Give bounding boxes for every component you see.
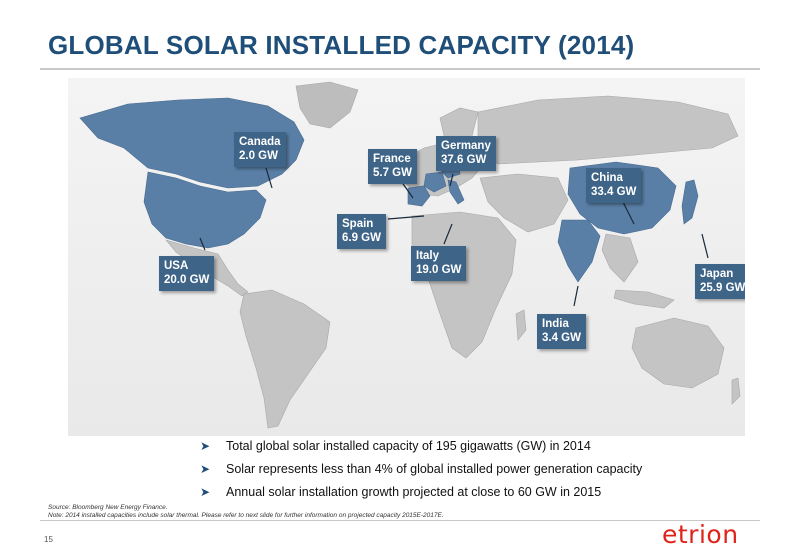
russia-shape [477, 95, 739, 165]
callout-spain: Spain 6.9 GW [337, 214, 386, 249]
callout-india: India 3.4 GW [537, 314, 586, 349]
arrow-bullet-icon: ➤ [200, 462, 211, 476]
callout-germany-country: Germany [441, 140, 491, 152]
france-shape [423, 171, 447, 193]
bullet-text: Annual solar installation growth project… [226, 485, 602, 499]
india-pointer [573, 285, 579, 307]
callout-china-capacity: 33.4 GW [591, 186, 637, 198]
south-america-shape [239, 289, 331, 429]
callout-usa-country: USA [164, 260, 189, 272]
callout-germany: Germany 37.6 GW [436, 136, 496, 171]
callout-spain-capacity: 6.9 GW [342, 232, 381, 244]
indonesia-shape [613, 289, 675, 309]
callout-japan-country: Japan [700, 268, 734, 280]
callout-japan-capacity: 25.9 GW [700, 282, 745, 294]
madagascar-shape [515, 309, 527, 341]
india-shape [557, 219, 601, 283]
callout-germany-capacity: 37.6 GW [441, 154, 487, 166]
middle-east-shape [479, 173, 569, 233]
callout-canada: Canada 2.0 GW [234, 132, 286, 167]
japan-shape [681, 179, 699, 225]
bullet-item: ➤ Solar represents less than 4% of globa… [198, 458, 642, 481]
spain-shape [407, 185, 431, 207]
callout-italy-country: Italy [416, 250, 440, 262]
callout-usa-capacity: 20.0 GW [164, 274, 210, 286]
callout-china-country: China [591, 172, 623, 184]
callout-india-capacity: 3.4 GW [542, 332, 581, 344]
etrion-logo: etrion [662, 520, 739, 549]
southeast-asia-shape [601, 233, 639, 283]
germany-pointer [449, 173, 454, 187]
callout-china: China 33.4 GW [586, 168, 642, 203]
spain-pointer [387, 215, 425, 220]
usa-shape [143, 171, 267, 249]
title-divider [40, 68, 760, 70]
note-line: Note: 2014 installed capacities include … [48, 512, 444, 519]
callout-japan: Japan 25.9 GW [695, 264, 745, 299]
arrow-bullet-icon: ➤ [200, 439, 211, 453]
bullet-item: ➤ Annual solar installation growth proje… [198, 481, 642, 504]
callout-usa: USA 20.0 GW [159, 256, 215, 291]
bullet-text: Total global solar installed capacity of… [226, 439, 591, 453]
new-zealand-shape [731, 377, 741, 405]
callout-canada-capacity: 2.0 GW [239, 150, 278, 162]
callout-india-country: India [542, 318, 569, 330]
china-pointer [622, 201, 635, 225]
canada-pointer [265, 167, 273, 189]
page-number: 15 [44, 535, 53, 544]
source-notes: Source: Bloomberg New Energy Finance. No… [48, 504, 444, 520]
footer-divider [40, 520, 760, 521]
callout-france: France 5.7 GW [368, 149, 417, 184]
callout-canada-country: Canada [239, 136, 281, 148]
callout-italy-capacity: 19.0 GW [416, 264, 462, 276]
world-map: Canada 2.0 GW France 5.7 GW Germany 37.6… [68, 78, 745, 436]
slide-title: GLOBAL SOLAR INSTALLED CAPACITY (2014) [48, 30, 635, 60]
bullet-list: ➤ Total global solar installed capacity … [198, 435, 642, 504]
callout-spain-country: Spain [342, 218, 374, 230]
callout-france-country: France [373, 153, 411, 165]
source-line: Source: Bloomberg New Energy Finance. [48, 504, 168, 511]
japan-pointer [701, 233, 709, 259]
bullet-item: ➤ Total global solar installed capacity … [198, 435, 642, 458]
bullet-text: Solar represents less than 4% of global … [226, 462, 643, 476]
usa-pointer [199, 237, 206, 251]
arrow-bullet-icon: ➤ [200, 485, 211, 499]
callout-france-capacity: 5.7 GW [373, 167, 412, 179]
australia-shape [631, 317, 725, 389]
callout-italy: Italy 19.0 GW [411, 246, 467, 281]
italy-shape [447, 179, 465, 205]
italy-pointer [443, 223, 453, 245]
greenland-shape [295, 81, 359, 129]
